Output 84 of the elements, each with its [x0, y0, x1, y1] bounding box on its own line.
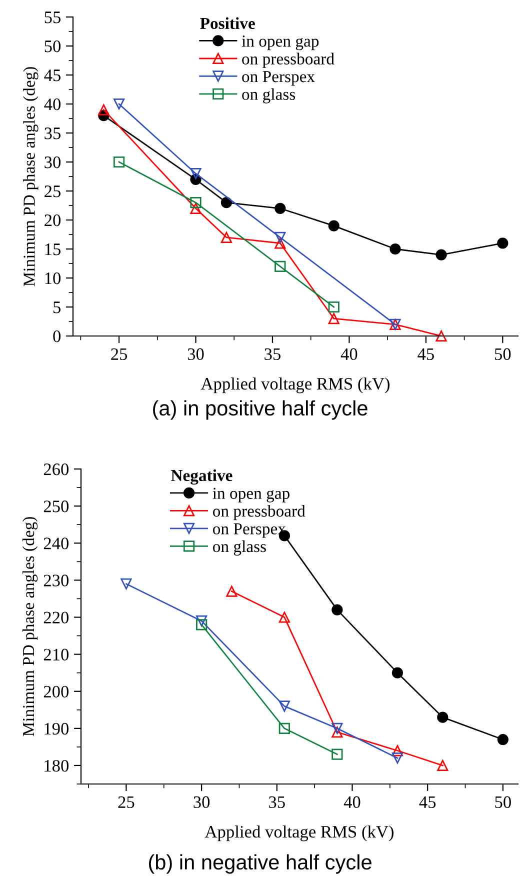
- y-tick-label: 190: [44, 722, 69, 735]
- point: [278, 612, 290, 623]
- point: [328, 301, 340, 313]
- point: [332, 748, 343, 760]
- point: [196, 619, 208, 630]
- legend-label: on pressboard: [242, 52, 334, 68]
- point: [274, 202, 286, 214]
- y-axis-title: Minimum PD phase angles (deg): [23, 67, 38, 286]
- legend-label: on Perspex: [242, 71, 315, 86]
- x-axis-title: Applied voltage RMS (kV): [204, 825, 394, 842]
- y-tick-label: 25: [44, 186, 61, 198]
- x-tick-label: 40: [340, 348, 358, 360]
- point: [220, 232, 232, 243]
- point: [332, 722, 343, 734]
- y-tick-label: 210: [44, 648, 69, 660]
- point: [390, 243, 401, 255]
- point: [98, 104, 110, 116]
- point: [190, 168, 202, 180]
- y-tick-label: 55: [44, 12, 61, 24]
- point: [190, 197, 202, 208]
- point: [278, 700, 290, 712]
- x-tick-label: 35: [264, 348, 280, 360]
- point: [437, 760, 448, 772]
- point: [392, 745, 404, 756]
- x-tick-label: 25: [118, 796, 134, 808]
- point: [332, 726, 343, 738]
- legend-label: in open gap: [242, 36, 319, 50]
- y-tick-label: 10: [45, 272, 61, 284]
- legend-label: in open gap: [212, 488, 290, 502]
- legend-title: Negative: [171, 469, 232, 485]
- y-tick-label: 20: [44, 214, 61, 226]
- x-tick-label: 45: [418, 348, 434, 360]
- y-tick-label: 35: [44, 128, 61, 140]
- point: [497, 238, 508, 249]
- point: [113, 156, 125, 168]
- x-tick-label: 50: [494, 348, 511, 360]
- y-tick-label: 30: [44, 156, 61, 168]
- text: (b) in negative half cycle: [148, 854, 372, 874]
- y-tick-label: 230: [44, 574, 69, 586]
- point: [274, 232, 286, 243]
- point: [274, 238, 286, 249]
- y-tick-label: 5: [54, 302, 61, 314]
- x-tick-label: 45: [419, 796, 436, 808]
- point: [190, 202, 202, 214]
- point: [196, 615, 208, 626]
- text: (a) in positive half cycle: [153, 400, 368, 420]
- point: [392, 667, 404, 678]
- y-tick-label: 0: [53, 330, 61, 342]
- legend-label: on glass: [213, 540, 266, 556]
- y-tick-label: 220: [44, 612, 69, 624]
- point: [278, 722, 290, 734]
- point: [120, 578, 132, 590]
- y-tick-label: 50: [44, 40, 61, 52]
- y-tick-label: 250: [44, 500, 69, 512]
- y-tick-label: 40: [44, 98, 61, 110]
- y-tick-label: 15: [45, 244, 61, 256]
- point: [436, 249, 447, 260]
- point: [436, 330, 447, 342]
- x-tick-label: 30: [188, 348, 204, 360]
- point: [226, 586, 238, 597]
- y-tick-label: 240: [44, 538, 69, 550]
- point: [328, 313, 340, 324]
- x-tick-label: 50: [495, 796, 511, 808]
- x-tick-label: 40: [344, 796, 360, 808]
- point: [392, 752, 404, 764]
- x-tick-label: 30: [194, 796, 210, 808]
- point: [332, 604, 343, 616]
- point: [113, 98, 125, 110]
- y-tick-label: 45: [44, 70, 61, 82]
- y-tick-label: 260: [44, 463, 69, 476]
- legend-label: on glass: [242, 88, 296, 104]
- x-axis-title: Applied voltage RMS (kV): [200, 377, 390, 394]
- legend-title: Positive: [200, 17, 255, 30]
- y-tick-label: 200: [44, 686, 69, 698]
- point: [497, 734, 508, 746]
- point: [220, 197, 232, 208]
- y-tick-label: 180: [44, 760, 69, 772]
- x-tick-label: 35: [269, 796, 285, 808]
- legend-label: on pressboard: [213, 504, 306, 520]
- x-tick-label: 25: [111, 348, 128, 360]
- point: [328, 220, 340, 232]
- point: [437, 712, 448, 723]
- y-axis-title: Minimum PD phase angles (deg): [22, 517, 38, 736]
- point: [274, 260, 286, 272]
